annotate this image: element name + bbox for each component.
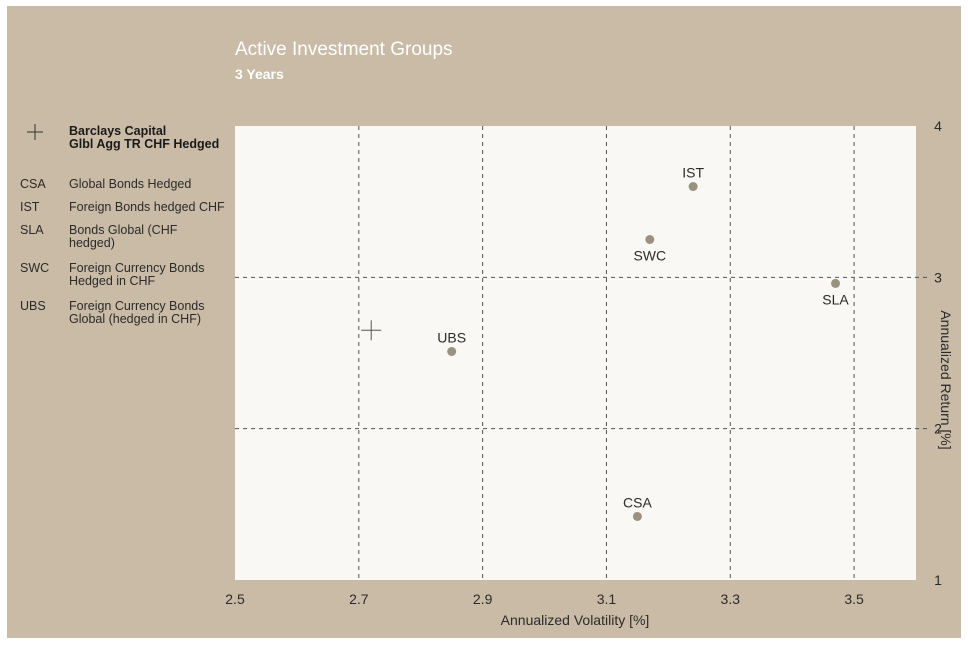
- data-point-ubs: [447, 346, 457, 356]
- y-tick-label: 2: [934, 421, 942, 437]
- data-point-sla: [831, 278, 841, 288]
- legend-description-line: Bonds Global (CHF: [69, 223, 178, 237]
- cross-icon: [27, 124, 43, 140]
- data-label-sla: SLA: [822, 291, 849, 307]
- legend-benchmark-line: Barclays Capital: [69, 124, 167, 138]
- legend-benchmark-line: Glbl Agg TR CHF Hedged: [69, 137, 220, 151]
- legend-description-line: Global Bonds Hedged: [69, 177, 192, 191]
- x-axis-title: Annualized Volatility [%]: [500, 612, 650, 628]
- legend-abbr: UBS: [20, 299, 46, 313]
- y-axis-title: Annualized Return [%]: [938, 310, 954, 450]
- legend-description: Foreign Currency Bonds Global (hedged in …: [69, 300, 244, 326]
- data-label-ist: IST: [682, 165, 704, 181]
- x-tick-label: 3.3: [721, 591, 741, 607]
- x-tick-label: 2.9: [473, 591, 493, 607]
- data-label-swc: SWC: [633, 248, 666, 264]
- benchmark-marker: [361, 320, 382, 341]
- legend-abbr: SLA: [20, 223, 44, 237]
- data-label-ubs: UBS: [437, 329, 466, 345]
- legend-description-line: Foreign Currency Bonds: [69, 261, 205, 275]
- legend-description: Bonds Global (CHF hedged): [69, 224, 244, 250]
- legend-abbr: SWC: [20, 261, 50, 275]
- data-point-ist: [688, 182, 698, 192]
- legend-description-line: Foreign Bonds hedged CHF: [69, 200, 225, 214]
- legend-description-line: Hedged in CHF: [69, 274, 156, 288]
- x-tick-label: 3.1: [597, 591, 617, 607]
- x-tick-label: 3.5: [844, 591, 864, 607]
- x-tick-label: 2.5: [225, 591, 245, 607]
- y-tick-label: 3: [934, 269, 942, 285]
- data-point-csa: [632, 511, 642, 521]
- data-point-swc: [645, 235, 655, 244]
- legend-abbr: IST: [20, 200, 40, 214]
- legend-description-line: Foreign Currency Bonds: [69, 299, 205, 313]
- legend-description: Foreign Currency Bonds Hedged in CHF: [69, 262, 244, 288]
- legend-benchmark-label: Barclays Capital Glbl Agg TR CHF Hedged: [69, 125, 244, 151]
- legend-description-line: hedged): [69, 236, 115, 250]
- y-tick-label: 1: [934, 572, 942, 588]
- legend-description-line: Global (hedged in CHF): [69, 312, 202, 326]
- plot-area: [235, 126, 916, 580]
- legend-abbr: CSA: [20, 177, 46, 191]
- data-label-csa: CSA: [623, 494, 652, 510]
- legend-description: Global Bonds Hedged: [69, 178, 244, 191]
- chart-subtitle: 3 Years: [235, 66, 284, 82]
- x-tick-label: 2.7: [349, 591, 369, 607]
- legend-description: Foreign Bonds hedged CHF: [69, 201, 244, 214]
- chart-title: Active Investment Groups: [235, 39, 453, 60]
- y-tick-label: 4: [934, 118, 942, 134]
